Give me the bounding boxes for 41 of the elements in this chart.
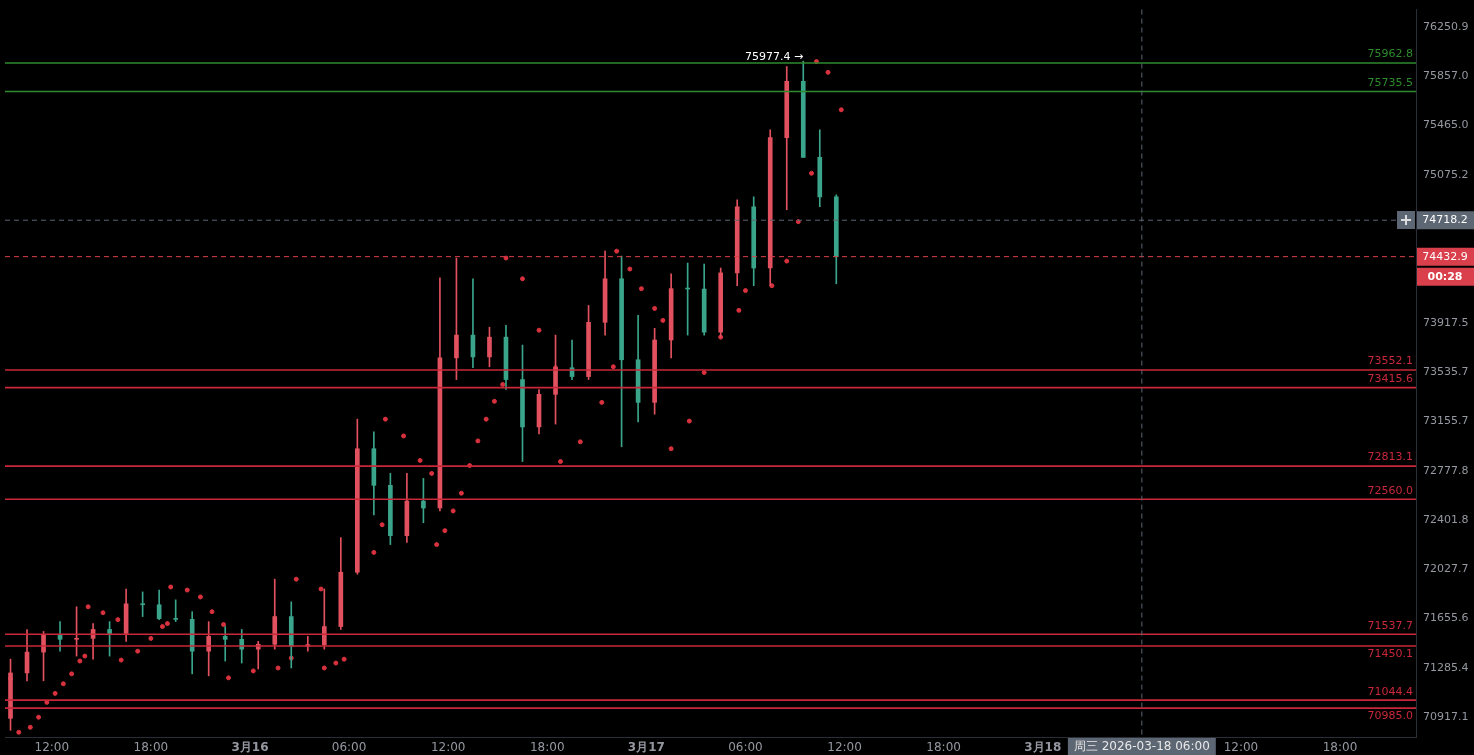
x-tick-label: 12:00 bbox=[430, 740, 466, 755]
x-tick-label: 12:00 bbox=[34, 740, 70, 755]
ref-line-label: 74432.9 bbox=[1422, 249, 1468, 263]
y-tick-label: 75075.2 bbox=[1423, 167, 1469, 181]
ref-line-label: 73552.1 bbox=[1367, 354, 1413, 368]
x-tick-label: 12:00 bbox=[827, 740, 862, 755]
y-tick-label: 70917.1 bbox=[1423, 710, 1469, 724]
y-tick-label: 73917.5 bbox=[1423, 315, 1469, 329]
y-tick-label: 73155.7 bbox=[1423, 414, 1469, 428]
y-tick-label: 72027.7 bbox=[1423, 562, 1469, 576]
x-tick-label: 3月17 bbox=[627, 740, 665, 755]
annotation: 75977.4 → bbox=[745, 49, 804, 63]
ref-line-label: 70985.0 bbox=[1367, 709, 1413, 723]
y-tick-label: 72777.8 bbox=[1423, 463, 1469, 477]
ref-line-label: 周三 2026-03-18 06:00 bbox=[1073, 739, 1210, 754]
x-tick-label: 12:00 bbox=[1223, 740, 1259, 755]
ref-line-label: 75962.8 bbox=[1367, 47, 1413, 61]
x-tick-label: 18:00 bbox=[926, 740, 961, 755]
ref-line-label: 75735.5 bbox=[1367, 75, 1413, 89]
y-tick-label: 76250.9 bbox=[1423, 19, 1469, 33]
ref-line-label: 72560.0 bbox=[1367, 483, 1413, 497]
x-tick-label: 06:00 bbox=[331, 740, 367, 755]
y-tick-label: 72401.8 bbox=[1423, 512, 1469, 526]
ref-line-label: 71537.7 bbox=[1367, 618, 1413, 632]
y-tick-label: 75857.0 bbox=[1423, 69, 1469, 83]
x-tick-label: 18:00 bbox=[1322, 740, 1358, 755]
ref-line-label: 73415.6 bbox=[1367, 372, 1413, 385]
x-tick-label: 3月16 bbox=[231, 740, 269, 755]
x-tick-label: 18:00 bbox=[529, 740, 565, 755]
ref-line-label: 71450.1 bbox=[1367, 647, 1413, 661]
ref-line-label: 72813.1 bbox=[1367, 450, 1413, 464]
y-tick-label: 71285.4 bbox=[1423, 660, 1469, 674]
x-tick-label: 3月18 bbox=[1024, 740, 1062, 755]
y-tick-label: 71655.6 bbox=[1423, 611, 1469, 625]
text: 00:28 bbox=[1427, 269, 1463, 283]
y-tick-label: 75465.0 bbox=[1423, 118, 1469, 132]
x-tick-label: 06:00 bbox=[728, 740, 763, 755]
x-tick-label: 18:00 bbox=[133, 740, 169, 755]
y-tick-label: 73535.7 bbox=[1423, 364, 1469, 378]
ref-line-label: 71044.4 bbox=[1367, 684, 1413, 698]
ref-line-label: 74718.2 bbox=[1422, 213, 1468, 227]
